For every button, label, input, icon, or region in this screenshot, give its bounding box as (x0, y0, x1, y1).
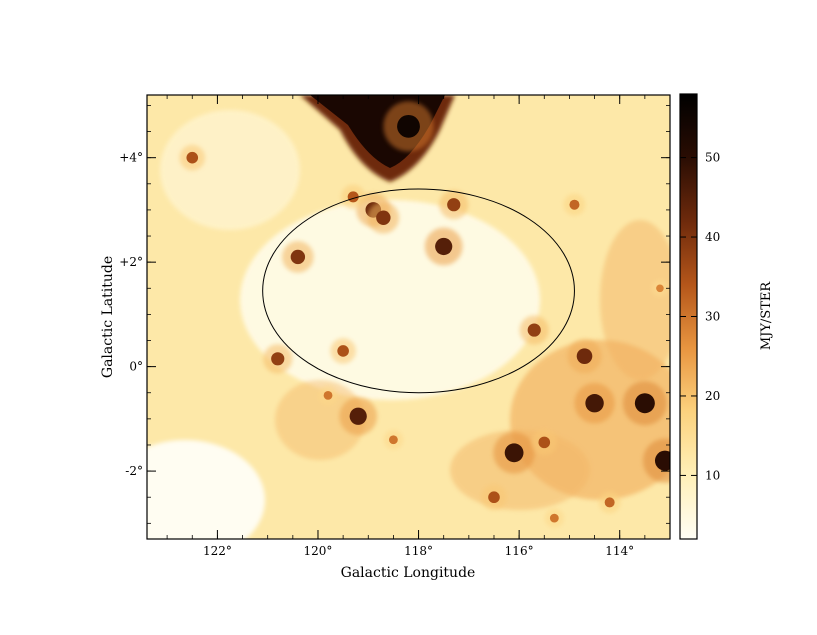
bright-feature (290, 249, 306, 265)
colorbar-tick-label: 30 (705, 310, 720, 324)
x-tick-label: 116° (505, 544, 534, 558)
bright-feature (585, 393, 604, 413)
bright-feature (538, 436, 551, 449)
bright-feature (504, 443, 524, 463)
y-tick-label: 0° (129, 360, 143, 374)
colorbar-tick-label: 10 (705, 468, 720, 482)
bright-feature (271, 352, 285, 366)
x-tick-label: 122° (203, 544, 232, 558)
bright-feature (389, 435, 398, 445)
bright-feature (656, 284, 664, 293)
bright-feature (569, 199, 580, 210)
colorbar-tick-label: 40 (705, 230, 720, 244)
x-tick-label: 114° (605, 544, 634, 558)
colorbar-tick-label: 20 (705, 389, 720, 403)
bright-feature (549, 513, 559, 523)
x-axis-label: Galactic Longitude (341, 565, 476, 581)
x-tick-label: 120° (304, 544, 333, 558)
bright-feature (435, 237, 453, 256)
y-tick-label: +2° (119, 255, 143, 269)
colorbar: 10 20 30 40 50 MJY/STER (679, 93, 774, 540)
x-axis-ticks: 122° 120° 118° 116° 114° (203, 95, 634, 558)
bright-feature (397, 114, 420, 138)
bright-feature (323, 390, 333, 400)
colorbar-label: MJY/STER (759, 281, 774, 351)
bright-feature (634, 393, 655, 414)
bright-feature (604, 497, 615, 508)
x-tick-label: 118° (404, 544, 433, 558)
bright-features (179, 101, 670, 528)
y-tick-label: -2° (125, 464, 143, 478)
y-axis-label: Galactic Latitude (100, 256, 116, 378)
colorbar-tick-label: 50 (705, 151, 720, 165)
y-tick-label: +4° (119, 151, 143, 165)
bright-feature (527, 323, 541, 337)
plot-frame (146, 94, 671, 540)
bright-feature (447, 198, 461, 212)
y-axis-ticks: +4° +2° 0° -2° (119, 151, 670, 478)
bright-feature (488, 491, 500, 504)
bright-feature (576, 348, 593, 364)
bright-feature (349, 407, 367, 425)
bright-feature (186, 151, 199, 164)
bright-feature (376, 210, 391, 225)
bright-feature (337, 345, 349, 357)
bright-feature (654, 450, 670, 471)
region-ellipse (262, 188, 575, 394)
colorbar-ticks: 10 20 30 40 50 (680, 151, 720, 482)
map-image (147, 95, 670, 539)
